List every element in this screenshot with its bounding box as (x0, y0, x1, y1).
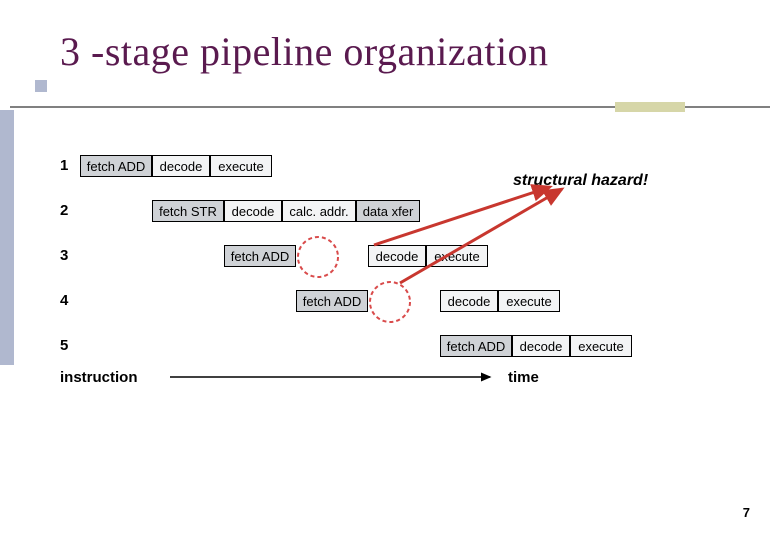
slide-title: 3 -stage pipeline organization (60, 28, 549, 75)
pipeline-stage: execute (210, 155, 272, 177)
slide: 3 -stage pipeline organization structura… (0, 0, 780, 540)
pipeline-stage: decode (152, 155, 210, 177)
hazard-arrow (400, 189, 562, 283)
title-underline (10, 106, 770, 108)
pipeline-diagram: 1fetch ADDdecodeexecute2fetch STRdecodec… (60, 155, 740, 445)
axis-label-time: time (508, 369, 539, 386)
diagram-overlay (60, 155, 740, 445)
pipeline-stage: execute (570, 335, 632, 357)
page-number: 7 (743, 505, 750, 520)
row-label: 5 (60, 337, 68, 354)
pipeline-stage: fetch ADD (440, 335, 512, 357)
pipeline-stage: execute (426, 245, 488, 267)
row-label: 2 (60, 202, 68, 219)
pipeline-stage: fetch STR (152, 200, 224, 222)
title-bullet-icon (35, 80, 47, 92)
row-label: 1 (60, 157, 68, 174)
row-label: 4 (60, 292, 68, 309)
pipeline-stage: decode (440, 290, 498, 312)
sidebar-accent (0, 110, 14, 365)
pipeline-stage: calc. addr. (282, 200, 356, 222)
axis-label-instruction: instruction (60, 369, 138, 386)
row-label: 3 (60, 247, 68, 264)
pipeline-stage: decode (368, 245, 426, 267)
pipeline-stage: execute (498, 290, 560, 312)
pipeline-stage: fetch ADD (296, 290, 368, 312)
stall-bubble (370, 282, 410, 322)
stall-bubble (298, 237, 338, 277)
underline-accent (615, 102, 685, 112)
pipeline-stage: data xfer (356, 200, 420, 222)
pipeline-stage: fetch ADD (80, 155, 152, 177)
pipeline-stage: fetch ADD (224, 245, 296, 267)
pipeline-stage: decode (512, 335, 570, 357)
pipeline-stage: decode (224, 200, 282, 222)
